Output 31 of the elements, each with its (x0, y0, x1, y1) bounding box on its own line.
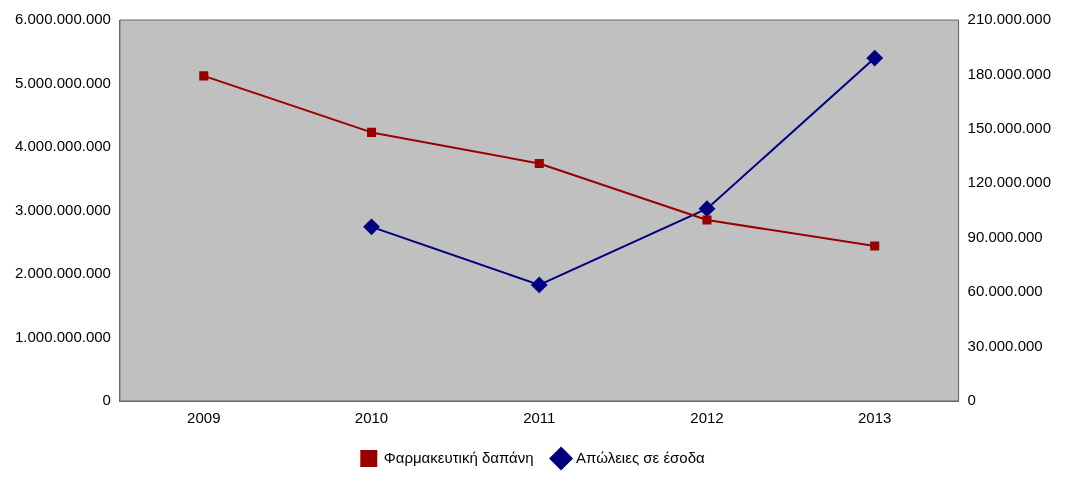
y-tick-label: 5.000.000.000 (14, 73, 111, 91)
x-tick-label: 2012 (690, 409, 724, 427)
y2-tick-label: 30.000.000 (967, 336, 1043, 354)
point (702, 215, 712, 225)
point (366, 127, 377, 137)
y2-tick-label: 150.000.000 (967, 119, 1052, 136)
y-tick-label: 2.000.000.000 (14, 264, 111, 282)
x-tick-label: 2009 (187, 409, 221, 427)
y-tick-label: 6.000.000.000 (14, 10, 111, 28)
point (534, 158, 544, 169)
x-tick-label: 2011 (523, 409, 556, 427)
legend-label: Απώλειες σε έσοδα (576, 448, 706, 466)
y2-tick-label: 60.000.000 (967, 282, 1043, 300)
point (199, 71, 209, 81)
x-tick-label: 2010 (354, 409, 389, 427)
point (870, 241, 880, 251)
legend-label: Φαρμακευτική δαπάνη (383, 448, 534, 466)
y-tick-label: 0 (102, 391, 111, 409)
point (363, 218, 380, 235)
y2-tick-label: 210.000.000 (967, 10, 1052, 28)
point (866, 50, 883, 67)
y2-tick-label: 120.000.000 (967, 173, 1052, 191)
y2-tick-label: 180.000.000 (967, 64, 1052, 82)
y2-tick-label: 90.000.000 (967, 227, 1043, 245)
y-tick-label: 1.000.000.000 (14, 327, 111, 345)
x-tick-label: 2013 (858, 409, 892, 427)
y-tick-label: 3.000.000.000 (14, 200, 111, 218)
point (698, 200, 715, 217)
point (531, 276, 548, 293)
y2-tick-label: 0 (967, 391, 976, 409)
y-tick-label: 4.000.000.000 (14, 137, 111, 155)
